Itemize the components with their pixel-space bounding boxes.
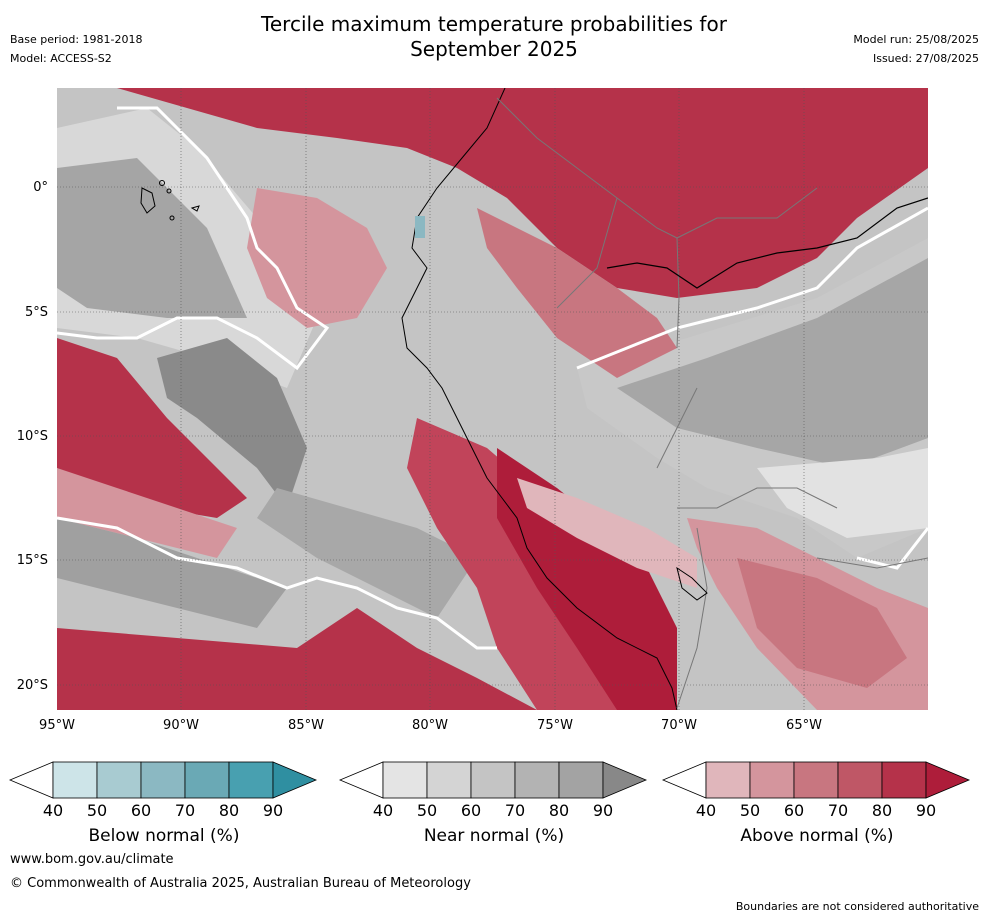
probability-map [57,88,928,710]
cb-below-tick: 80 [218,801,240,820]
above-normal-southeast-mid [737,558,907,688]
above-normal-north-mid [477,208,677,378]
lat-label-15s: 15°S [16,553,48,568]
cb-near-title: Near normal (%) [423,826,565,846]
coastline [401,88,678,710]
above-normal-west-weak [57,468,237,558]
footer-url[interactable]: www.bom.gov.au/climate [10,852,174,867]
lat-label-20s: 20°S [16,678,48,693]
cb-near-tick: 60 [460,801,482,820]
cb-below-tick: 70 [174,801,196,820]
graticule [57,88,928,710]
cb-near-tick: 40 [372,801,394,820]
colorbar-above-normal [661,761,971,799]
lon-label-90w: 90°W [163,718,199,733]
model-run: Model run: 25/08/2025 [853,33,979,46]
cb-near-tick: 90 [592,801,614,820]
issued-date: Issued: 27/08/2025 [872,52,979,65]
above-normal-west [57,338,247,518]
contour-line-south [57,516,497,650]
near-normal-strong-center [157,338,307,508]
above-normal-south [57,608,537,710]
cb-below-tick: 60 [130,801,152,820]
contour-line-ne [576,206,928,370]
model-name: Model: ACCESS-S2 [10,52,112,65]
lat-label-10s: 10°S [16,429,48,444]
contour-line-nw [57,106,330,371]
cb-above-title: Above normal (%) [740,826,894,846]
lon-label-95w: 95°W [39,718,75,733]
above-normal-north [117,88,928,298]
lat-label-5s: 5°S [24,305,48,320]
below-normal-patch [415,216,425,238]
lon-label-65w: 65°W [786,718,822,733]
galapagos-islands [140,180,200,221]
country-borders [496,97,928,709]
lon-label-75w: 75°W [537,718,573,733]
lon-label-80w: 80°W [412,718,448,733]
cb-above-tick: 50 [739,801,761,820]
cb-below-title: Below normal (%) [88,826,240,846]
colorbar-below-normal [8,761,318,799]
footer-copyright: © Commonwealth of Australia 2025, Austra… [10,876,471,891]
near-normal-weak-east [757,448,928,538]
cb-near-tick: 50 [416,801,438,820]
lon-label-85w: 85°W [288,718,324,733]
near-normal-strong-nw [57,158,247,318]
cb-above-tick: 80 [871,801,893,820]
title-line-1: Tercile maximum temperature probabilitie… [261,12,727,36]
base-period: Base period: 1981-2018 [10,33,143,46]
cb-below-tick: 50 [86,801,108,820]
above-normal-inner [247,188,387,328]
contour-line-se [856,527,928,570]
cb-below-tick: 40 [42,801,64,820]
cb-near-tick: 80 [548,801,570,820]
near-normal-strong-east [617,258,928,468]
near-normal-band-south [257,488,477,618]
title-line-2: September 2025 [410,37,578,61]
cb-above-tick: 60 [783,801,805,820]
lat-label-0: 0° [33,180,48,195]
cb-above-tick: 90 [915,801,937,820]
near-normal-band-sw [57,518,287,628]
cb-above-tick: 40 [695,801,717,820]
above-normal-weak-band [517,478,697,588]
cb-above-tick: 70 [827,801,849,820]
cb-below-tick: 90 [262,801,284,820]
map-title: Tercile maximum temperature probabilitie… [0,12,988,62]
footer-disclaimer: Boundaries are not considered authoritat… [735,900,979,913]
lake-titicaca [676,566,708,601]
cb-near-tick: 70 [504,801,526,820]
colorbar-near-normal [338,761,648,799]
lon-label-70w: 70°W [661,718,697,733]
amazon-river [606,197,928,289]
